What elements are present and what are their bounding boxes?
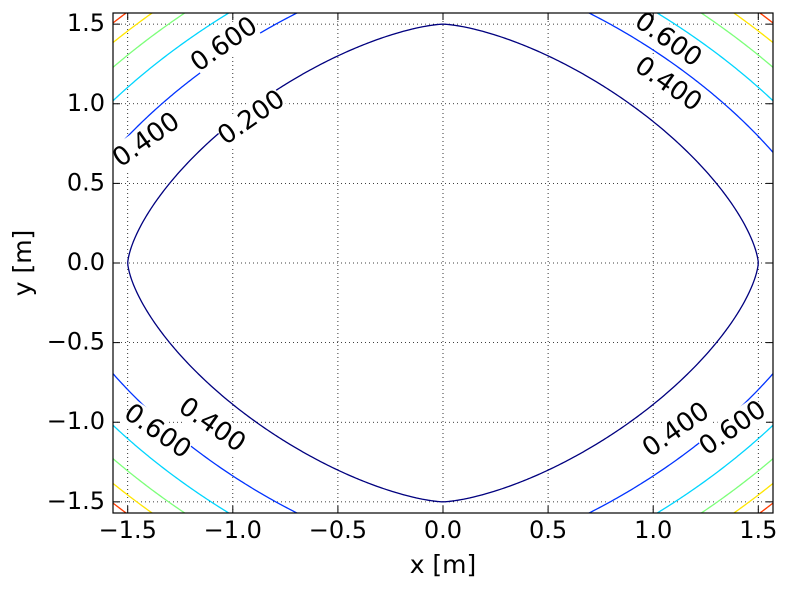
x-tick-label: 1.0 xyxy=(634,516,672,544)
x-tick-label: 0.5 xyxy=(529,516,567,544)
y-tick-label: 1.5 xyxy=(67,9,105,37)
contour-label-bg xyxy=(174,393,250,458)
contour-label-bg xyxy=(119,399,195,464)
x-axis-label: x [m] xyxy=(410,550,477,579)
contour-label-bg xyxy=(214,85,290,151)
y-tick-label: 0.5 xyxy=(67,168,105,196)
contour-line xyxy=(113,13,773,513)
x-tick-label: 1.5 xyxy=(739,516,777,544)
x-tick-label: −1.0 xyxy=(204,516,262,544)
contour-label-bg xyxy=(186,12,262,77)
contour-label-bg xyxy=(109,108,185,173)
ticks: −1.5 −1.0 −0.5 0.0 0.5 1.0 1.5 −1.5 −1.0 −0.5 0.0 0… xyxy=(47,9,778,544)
contour-line xyxy=(113,13,773,513)
y-tick-label: 0.0 xyxy=(67,248,105,276)
y-tick-label: −0.5 xyxy=(47,328,105,356)
x-tick-label: 0.0 xyxy=(424,516,462,544)
contour-label-bg xyxy=(630,52,706,117)
y-tick-label: 1.0 xyxy=(67,89,105,117)
contour-label-bg xyxy=(695,396,771,461)
x-tick-label: −0.5 xyxy=(309,516,367,544)
contour-label-bg xyxy=(630,7,706,73)
contour-line xyxy=(113,13,773,513)
x-tick-label: −1.5 xyxy=(99,516,157,544)
y-tick-label: −1.5 xyxy=(47,487,105,515)
contour-label-bg xyxy=(638,398,714,463)
y-axis-label: y [m] xyxy=(8,230,37,297)
y-tick-label: −1.0 xyxy=(47,407,105,435)
